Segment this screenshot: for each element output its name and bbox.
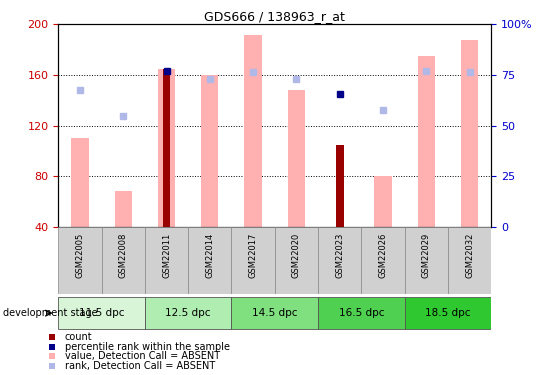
Text: 18.5 dpc: 18.5 dpc	[425, 308, 471, 318]
Bar	[287, 90, 305, 227]
Text: GSM22029: GSM22029	[422, 232, 431, 278]
Bar	[145, 297, 231, 329]
Text: rank, Detection Call = ABSENT: rank, Detection Call = ABSENT	[65, 362, 215, 371]
Bar	[188, 227, 231, 294]
Bar	[417, 56, 435, 227]
Text: 12.5 dpc: 12.5 dpc	[165, 308, 211, 318]
Text: GSM22005: GSM22005	[75, 232, 84, 278]
Bar	[58, 227, 102, 294]
Bar	[145, 227, 188, 294]
Bar	[201, 75, 219, 227]
Bar	[114, 191, 132, 227]
Text: GSM22014: GSM22014	[205, 232, 214, 278]
Text: count: count	[65, 332, 93, 342]
Bar	[405, 297, 491, 329]
Bar	[318, 297, 405, 329]
Bar	[244, 34, 262, 227]
Bar	[231, 227, 275, 294]
Bar	[71, 138, 89, 227]
Bar	[336, 145, 344, 227]
Text: 14.5 dpc: 14.5 dpc	[252, 308, 297, 318]
Bar	[318, 227, 361, 294]
Text: GSM22017: GSM22017	[249, 232, 258, 278]
Text: GSM22032: GSM22032	[465, 232, 474, 278]
Bar	[448, 227, 491, 294]
Text: 11.5 dpc: 11.5 dpc	[79, 308, 124, 318]
Text: GSM22026: GSM22026	[379, 232, 387, 278]
Text: percentile rank within the sample: percentile rank within the sample	[65, 342, 230, 352]
Bar	[461, 40, 478, 227]
Text: GSM22020: GSM22020	[292, 232, 301, 278]
Text: 16.5 dpc: 16.5 dpc	[339, 308, 384, 318]
Title: GDS666 / 138963_r_at: GDS666 / 138963_r_at	[204, 10, 345, 23]
Text: GSM22011: GSM22011	[162, 232, 171, 278]
Text: development stage: development stage	[3, 308, 97, 318]
Bar	[158, 69, 175, 227]
Text: GSM22023: GSM22023	[335, 232, 344, 278]
Bar	[275, 227, 318, 294]
Bar	[163, 69, 170, 227]
Bar	[374, 176, 392, 227]
Bar	[231, 297, 318, 329]
Text: value, Detection Call = ABSENT: value, Detection Call = ABSENT	[65, 351, 220, 361]
Bar	[58, 297, 145, 329]
Bar	[405, 227, 448, 294]
Bar	[361, 227, 405, 294]
Bar	[102, 227, 145, 294]
Text: GSM22008: GSM22008	[119, 232, 128, 278]
